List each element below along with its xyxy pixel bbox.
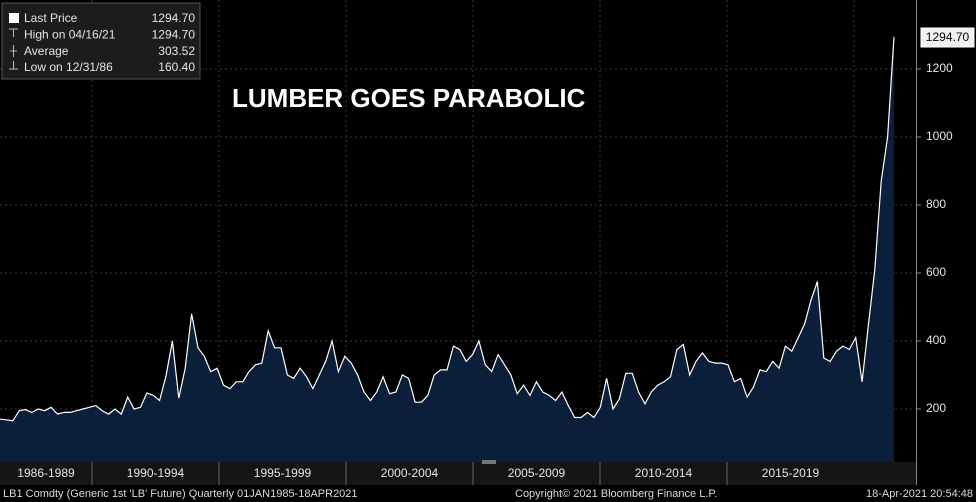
line (0, 36, 895, 422)
footer-security: LB1 Comdty (Generic 1st 'LB' Future) Qua… (3, 488, 358, 500)
x-tick-label: 2015-2019 (762, 466, 820, 480)
legend (1, 2, 201, 80)
x-axis-band (0, 462, 916, 485)
y-tick-label: 1200 (926, 61, 953, 75)
x-tick-label: 2005-2009 (508, 466, 566, 480)
x-tick-label: 2000-2004 (381, 466, 439, 480)
legend-value: 160.40 (158, 60, 195, 74)
y-tick-label: 400 (926, 333, 946, 347)
plot (0, 36, 895, 463)
legend-icon-avg (10, 45, 17, 57)
x-tick-label: 1990-1994 (127, 466, 185, 480)
scroll-handle (482, 460, 496, 464)
legend-label: Average (24, 44, 69, 58)
x-tick-label: 2010-2014 (635, 466, 693, 480)
y-tick-label: 800 (926, 197, 946, 211)
legend-label: Low on 12/31/86 (24, 60, 113, 74)
legend-label: High on 04/16/21 (24, 27, 116, 41)
chart-title: LUMBER GOES PARABOLIC (232, 83, 586, 113)
footer-copyright: Copyright© 2021 Bloomberg Finance L.P. (515, 488, 717, 500)
legend-icon-low (9, 61, 18, 70)
footer-timestamp: 18-Apr-2021 20:54:48 (866, 488, 973, 500)
legend-label: Last Price (24, 11, 78, 25)
legend-value: 1294.70 (152, 27, 196, 41)
legend-box (1, 2, 201, 80)
legend-value: 303.52 (158, 44, 195, 58)
y-tick-label: 1000 (926, 129, 953, 143)
last-price-callout (920, 27, 975, 48)
last-price-label: 1294.70 (926, 30, 970, 44)
legend-icon-high (9, 28, 18, 37)
x-tick-label: 1986-1989 (17, 466, 75, 480)
y-tick-label: 200 (926, 401, 946, 415)
x-tick-label: 1995-1999 (254, 466, 312, 480)
y-tick-label: 600 (926, 265, 946, 279)
legend-value: 1294.70 (152, 11, 196, 25)
legend-swatch (9, 13, 19, 23)
area (0, 36, 894, 463)
